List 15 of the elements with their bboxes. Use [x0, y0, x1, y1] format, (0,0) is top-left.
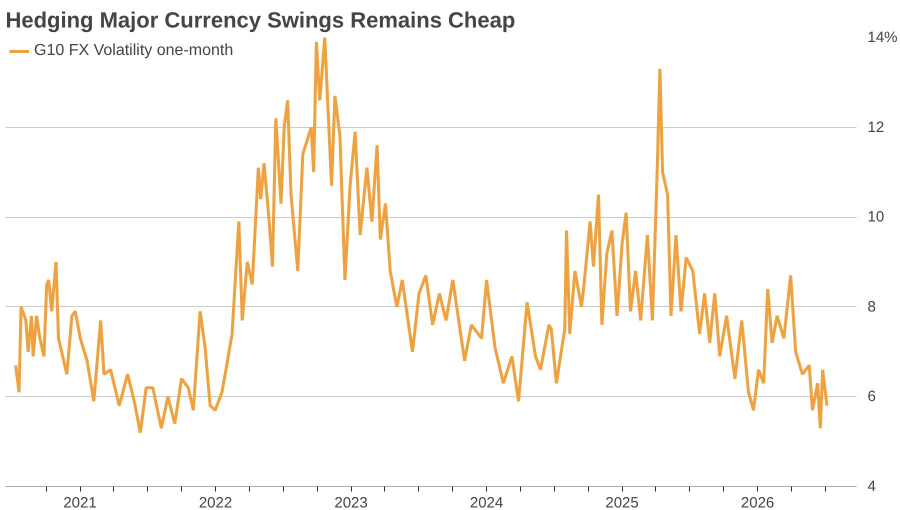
x-tick-label: 2022: [198, 494, 232, 510]
x-tick-label: 2024: [470, 494, 504, 510]
y-tick-label: 6: [868, 388, 876, 406]
x-tick-label: 2026: [740, 494, 774, 510]
y-tick-label: 8: [868, 298, 876, 316]
y-tick-label: 4: [868, 478, 876, 495]
x-tick-label: 2025: [605, 494, 639, 510]
line-series: [14, 38, 828, 434]
chart-title: Hedging Major Currency Swings Remains Cheap: [6, 8, 516, 32]
x-tick-label: 2023: [334, 494, 368, 510]
y-tick-label: 10: [868, 208, 884, 226]
x-tick-label: 2021: [63, 494, 97, 510]
legend-label: G10 FX Volatility one-month: [34, 42, 234, 60]
y-tick-label: 14%: [868, 29, 898, 46]
y-tick-label: 12: [868, 118, 884, 136]
